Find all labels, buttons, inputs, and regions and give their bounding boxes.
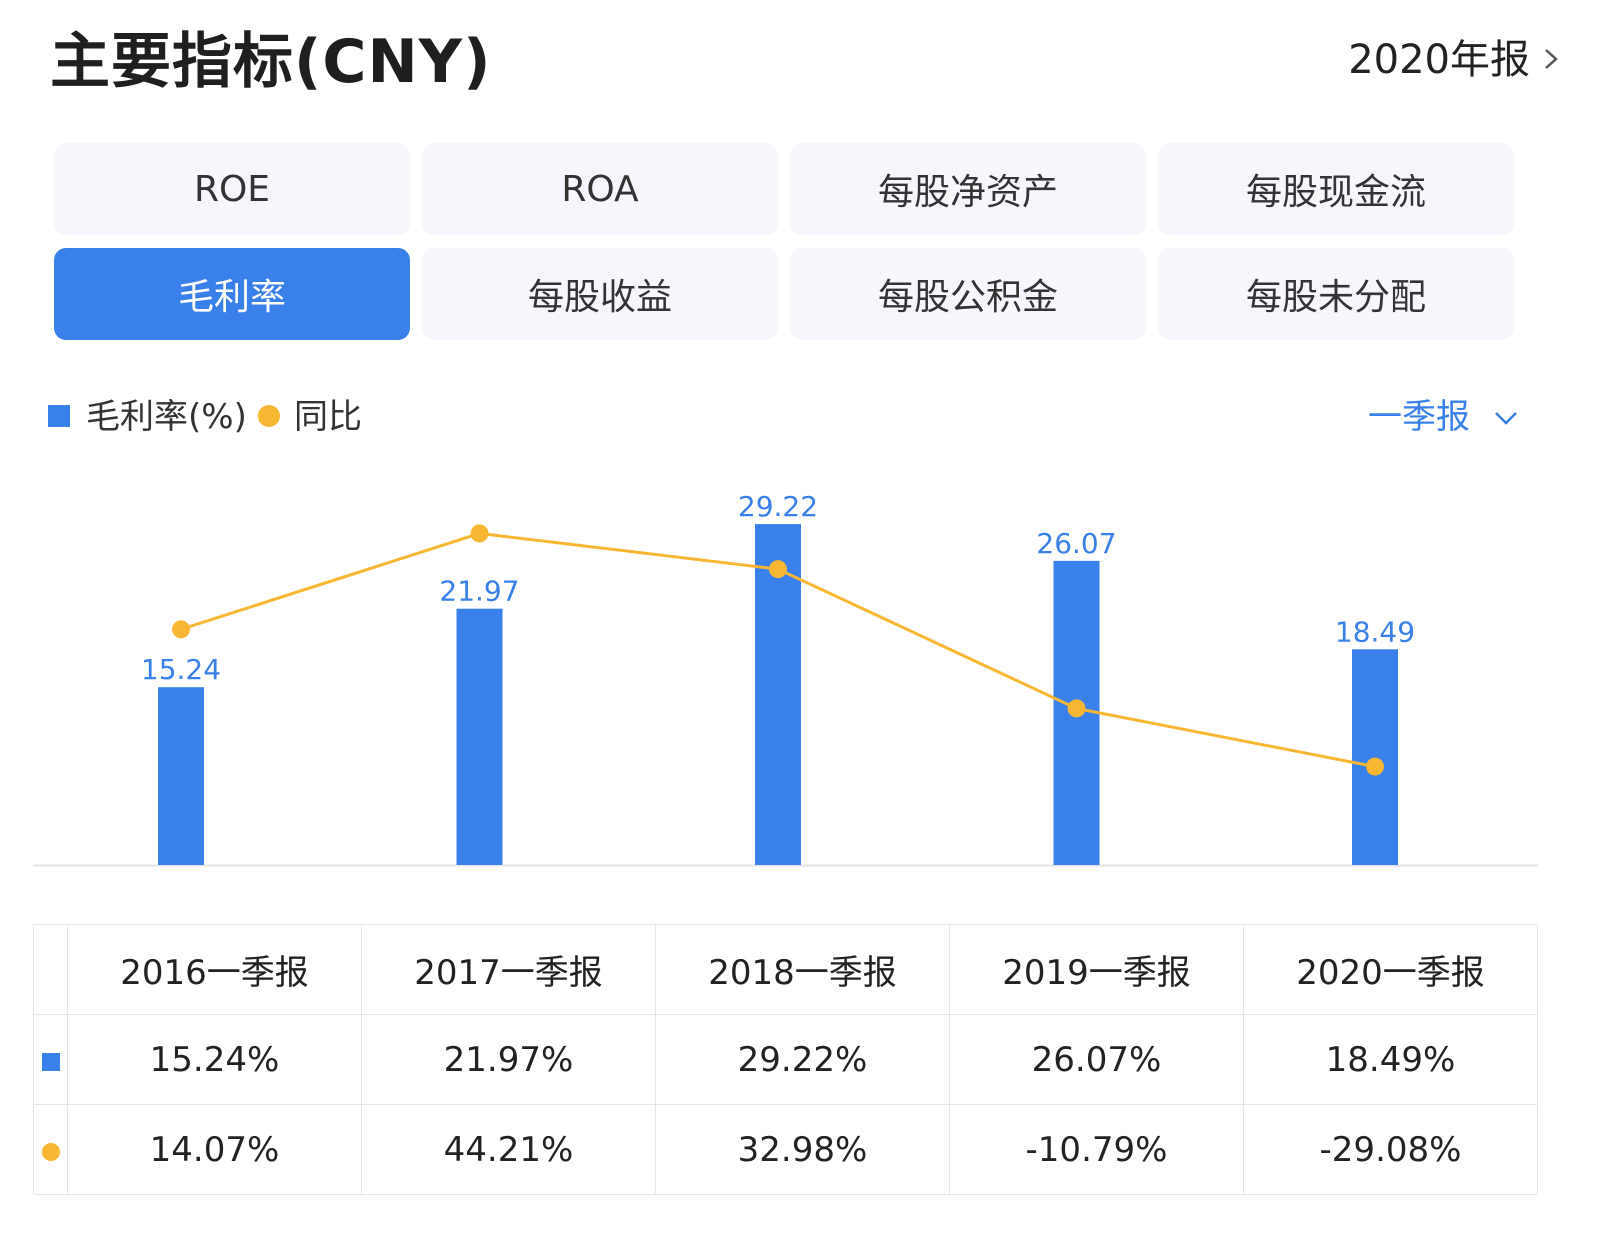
line-legend-label: 同比: [294, 397, 362, 437]
bar-value-label: 18.49: [1335, 615, 1415, 648]
chevron-down-icon[interactable]: [1492, 404, 1520, 432]
table-row-gross-margin: 15.24% 21.97% 29.22% 26.07% 18.49%: [33, 1014, 1538, 1105]
table-cell: 29.22%: [655, 1014, 950, 1105]
bar-value-label: 26.07: [1036, 527, 1116, 560]
table-header-cell: 2020一季报: [1243, 924, 1538, 1015]
tab-roa[interactable]: ROA: [422, 143, 778, 235]
bar-legend-label: 毛利率(%): [86, 397, 247, 437]
bar-marker-cell: [33, 1014, 68, 1105]
line-marker-icon: [41, 1142, 60, 1161]
tab-eps[interactable]: 每股收益: [422, 248, 778, 340]
tab-cash-flow-per-share[interactable]: 每股现金流: [1158, 143, 1514, 235]
yoy-point-2017一季报: [470, 524, 489, 543]
table-cell: 15.24%: [67, 1014, 362, 1105]
table-cell: 26.07%: [949, 1014, 1244, 1105]
yoy-point-2019一季报: [1067, 699, 1086, 718]
table-cell: 21.97%: [361, 1014, 656, 1105]
table-cell: 14.07%: [67, 1104, 362, 1195]
tab-reserve-per-share[interactable]: 每股公积金: [790, 248, 1146, 340]
table-header-cell: 2019一季报: [949, 924, 1244, 1015]
period-dropdown[interactable]: 一季报: [1368, 397, 1470, 437]
bar-2016一季报: [158, 687, 204, 865]
yoy-point-2020一季报: [1366, 757, 1384, 776]
bar-value-label: 15.24: [141, 653, 221, 686]
tab-gross-margin[interactable]: 毛利率: [54, 248, 410, 340]
line-legend-swatch: [258, 405, 280, 427]
table-header-cell: 2016一季报: [67, 924, 362, 1015]
bar-marker-icon: [41, 1052, 60, 1071]
annual-report-link[interactable]: 2020年报: [1348, 37, 1530, 83]
data-table: 2016一季报 2017一季报 2018一季报 2019一季报 2020一季报 …: [33, 924, 1538, 1195]
bar-2020一季报: [1352, 649, 1398, 865]
table-header-cell: 2017一季报: [361, 924, 656, 1015]
bar-2017一季报: [456, 608, 503, 865]
header: 主要指标(CNY) 2020年报: [0, 0, 1600, 125]
table-corner-cell: [33, 924, 68, 1015]
table-cell: 18.49%: [1243, 1014, 1538, 1105]
bar-value-label: 29.22: [738, 490, 818, 523]
yoy-point-2018一季报: [769, 560, 787, 579]
gross-margin-chart: 15.24 21.97 29.22 26.07 18.49: [33, 490, 1538, 867]
table-header-row: 2016一季报 2017一季报 2018一季报 2019一季报 2020一季报: [33, 924, 1538, 1015]
bar-value-label: 21.97: [439, 575, 519, 608]
tab-net-assets-per-share[interactable]: 每股净资产: [790, 143, 1146, 235]
table-cell: -10.79%: [949, 1104, 1244, 1195]
tab-undistributed-per-share[interactable]: 每股未分配: [1158, 248, 1514, 340]
yoy-point-2016一季报: [172, 620, 190, 639]
bar-legend-swatch: [48, 405, 70, 427]
table-cell: 32.98%: [655, 1104, 950, 1195]
bar-2018一季报: [755, 524, 801, 865]
page-title: 主要指标(CNY): [50, 27, 492, 97]
table-row-yoy: 14.07% 44.21% 32.98% -10.79% -29.08%: [33, 1104, 1538, 1195]
tab-roe[interactable]: ROE: [54, 143, 410, 235]
table-cell: 44.21%: [361, 1104, 656, 1195]
chevron-right-icon[interactable]: [1540, 48, 1562, 70]
table-header-cell: 2018一季报: [655, 924, 950, 1015]
line-marker-cell: [33, 1104, 68, 1195]
table-cell: -29.08%: [1243, 1104, 1538, 1195]
